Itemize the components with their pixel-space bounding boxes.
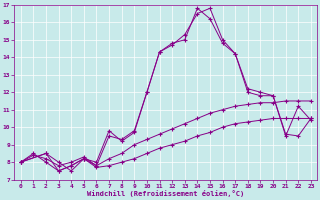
X-axis label: Windchill (Refroidissement éolien,°C): Windchill (Refroidissement éolien,°C): [87, 190, 244, 197]
